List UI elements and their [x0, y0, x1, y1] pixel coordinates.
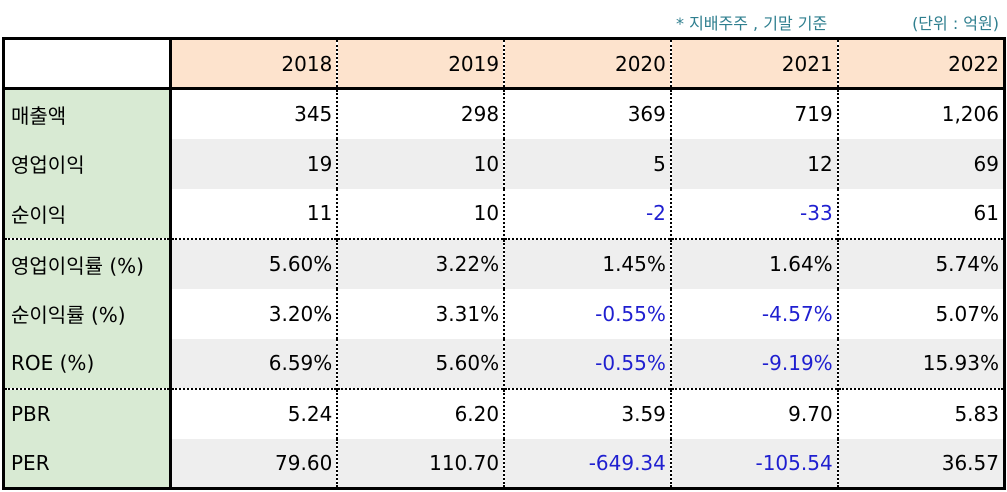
value-cell: 5.07% — [836, 288, 1005, 339]
table-row: 순이익률 (%) 3.20% 3.31% -0.55% -4.57% 5.07% — [3, 288, 1005, 339]
value-cell: 369 — [503, 88, 671, 139]
value-cell: 5.74% — [836, 237, 1005, 289]
year-header: 2019 — [336, 38, 505, 90]
table-row: 매출액 345 298 369 719 1,206 — [3, 88, 1005, 139]
value-cell: 5.60% — [169, 237, 338, 289]
row-label: 매출액 — [3, 88, 171, 139]
value-cell: 3.31% — [336, 288, 505, 339]
row-label: 영업이익 — [3, 138, 171, 189]
year-header: 2020 — [503, 38, 671, 90]
value-cell: 6.20 — [336, 387, 505, 439]
value-cell: 1.64% — [669, 237, 838, 289]
row-label: 영업이익률 (%) — [3, 237, 171, 289]
value-cell: 5.83 — [836, 387, 1005, 439]
table-row: 영업이익 19 10 5 12 69 — [3, 138, 1005, 189]
value-cell: -649.34 — [503, 438, 671, 489]
financial-table: 2018 2019 2020 2021 2022 매출액 345 298 369… — [2, 37, 1006, 490]
value-cell: -0.55% — [503, 338, 671, 389]
year-header: 2018 — [169, 38, 338, 90]
value-cell: 5.60% — [336, 338, 505, 389]
header-row: 2018 2019 2020 2021 2022 — [3, 38, 1005, 90]
value-cell: -33 — [669, 188, 838, 239]
basis-note: * 지배주주 , 기말 기준 — [676, 14, 828, 33]
value-cell: 9.70 — [669, 387, 838, 439]
value-cell: 10 — [336, 188, 505, 239]
value-cell: 719 — [669, 88, 838, 139]
value-cell: 3.59 — [503, 387, 671, 439]
table-row: PBR 5.24 6.20 3.59 9.70 5.83 — [3, 387, 1005, 439]
value-cell: 36.57 — [836, 438, 1005, 489]
value-cell: 5 — [503, 138, 671, 189]
value-cell: -9.19% — [669, 338, 838, 389]
value-cell: 15.93% — [836, 338, 1005, 389]
value-cell: 3.20% — [169, 288, 338, 339]
value-cell: 12 — [669, 138, 838, 189]
year-header: 2022 — [836, 38, 1005, 90]
value-cell: 298 — [336, 88, 505, 139]
row-label: PBR — [3, 387, 171, 439]
row-label: 순이익 — [3, 188, 171, 239]
value-cell: 11 — [169, 188, 338, 239]
table-row: 순이익 11 10 -2 -33 61 — [3, 188, 1005, 239]
value-cell: 1.45% — [503, 237, 671, 289]
value-cell: 19 — [169, 138, 338, 189]
year-header: 2021 — [669, 38, 838, 90]
table-notes: * 지배주주 , 기말 기준 (단위 : 억원) — [0, 0, 1007, 36]
value-cell: 345 — [169, 88, 338, 139]
value-cell: 3.22% — [336, 237, 505, 289]
value-cell: 1,206 — [836, 88, 1005, 139]
table-row: 영업이익률 (%) 5.60% 3.22% 1.45% 1.64% 5.74% — [3, 237, 1005, 289]
value-cell: 10 — [336, 138, 505, 189]
value-cell: -4.57% — [669, 288, 838, 339]
value-cell: -0.55% — [503, 288, 671, 339]
value-cell: 69 — [836, 138, 1005, 189]
unit-note: (단위 : 억원) — [912, 14, 999, 33]
value-cell: 110.70 — [336, 438, 505, 489]
value-cell: 5.24 — [169, 387, 338, 439]
corner-cell — [3, 38, 171, 90]
value-cell: 79.60 — [169, 438, 338, 489]
value-cell: -105.54 — [669, 438, 838, 489]
value-cell: 61 — [836, 188, 1005, 239]
row-label: 순이익률 (%) — [3, 288, 171, 339]
row-label: PER — [3, 438, 171, 489]
value-cell: 6.59% — [169, 338, 338, 389]
row-label: ROE (%) — [3, 338, 171, 389]
table-row: ROE (%) 6.59% 5.60% -0.55% -9.19% 15.93% — [3, 338, 1005, 389]
table-row: PER 79.60 110.70 -649.34 -105.54 36.57 — [3, 438, 1005, 489]
value-cell: -2 — [503, 188, 671, 239]
